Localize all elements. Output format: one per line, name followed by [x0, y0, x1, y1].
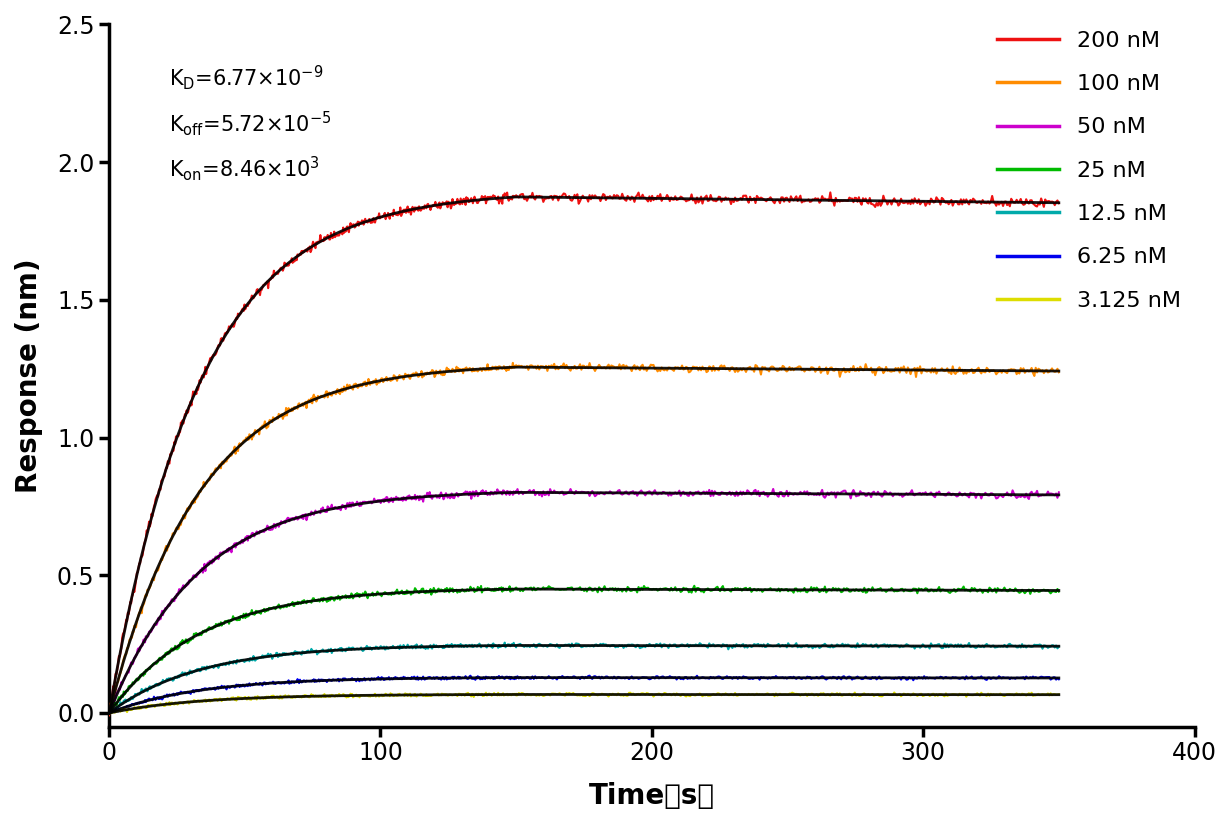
12.5 nM: [750, 639, 765, 649]
3.125 nM: [102, 709, 117, 719]
200 nM: [415, 203, 430, 213]
Text: K$_{\mathregular{D}}$=6.77×10$^{-9}$: K$_{\mathregular{D}}$=6.77×10$^{-9}$: [169, 64, 323, 92]
3.125 nM: [885, 690, 899, 700]
200 nM: [886, 196, 901, 205]
Text: K$_{\mathregular{on}}$=8.46×10$^{3}$: K$_{\mathregular{on}}$=8.46×10$^{3}$: [169, 154, 320, 183]
50 nM: [292, 512, 307, 522]
3.125 nM: [415, 690, 430, 700]
50 nM: [886, 491, 901, 501]
3.125 nM: [181, 699, 196, 709]
6.25 nM: [886, 673, 901, 683]
25 nM: [415, 584, 430, 594]
100 nM: [701, 366, 716, 376]
6.25 nM: [102, 708, 117, 718]
Line: 200 nM: 200 nM: [110, 192, 1058, 715]
100 nM: [292, 401, 307, 411]
200 nM: [699, 191, 713, 200]
50 nM: [1051, 488, 1066, 497]
12.5 nM: [886, 640, 901, 650]
200 nM: [749, 191, 764, 200]
3.125 nM: [699, 690, 713, 700]
100 nM: [886, 365, 901, 375]
12.5 nM: [102, 709, 117, 719]
25 nM: [750, 584, 765, 594]
12.5 nM: [1051, 642, 1066, 652]
200 nM: [1051, 198, 1066, 208]
6.25 nM: [415, 673, 430, 683]
X-axis label: Time（s）: Time（s）: [589, 782, 715, 810]
200 nM: [823, 187, 838, 197]
50 nM: [699, 487, 713, 497]
12.5 nM: [415, 643, 430, 653]
Line: 3.125 nM: 3.125 nM: [110, 692, 1058, 714]
25 nM: [886, 585, 901, 595]
50 nM: [102, 709, 117, 719]
25 nM: [687, 581, 702, 591]
Line: 12.5 nM: 12.5 nM: [110, 643, 1058, 714]
6.25 nM: [181, 687, 196, 697]
50 nM: [181, 576, 196, 586]
Legend: 200 nM, 100 nM, 50 nM, 25 nM, 12.5 nM, 6.25 nM, 3.125 nM: 200 nM, 100 nM, 50 nM, 25 nM, 12.5 nM, 6…: [988, 22, 1190, 320]
100 nM: [415, 372, 430, 382]
Line: 50 nM: 50 nM: [110, 489, 1058, 714]
6.25 nM: [750, 672, 765, 682]
Line: 100 nM: 100 nM: [110, 363, 1058, 712]
200 nM: [292, 248, 307, 258]
6.25 nM: [583, 671, 598, 681]
100 nM: [505, 358, 520, 368]
25 nM: [102, 707, 117, 717]
25 nM: [292, 598, 307, 608]
12.5 nM: [701, 643, 716, 653]
25 nM: [1051, 587, 1066, 596]
200 nM: [102, 710, 117, 720]
3.125 nM: [749, 689, 764, 699]
50 nM: [415, 493, 430, 502]
Line: 25 nM: 25 nM: [110, 586, 1058, 712]
50 nM: [749, 489, 764, 499]
12.5 nM: [292, 648, 307, 658]
200 nM: [181, 401, 196, 411]
Text: K$_{\mathregular{off}}$=5.72×10$^{-5}$: K$_{\mathregular{off}}$=5.72×10$^{-5}$: [169, 109, 331, 138]
3.125 nM: [887, 687, 902, 697]
25 nM: [181, 637, 196, 647]
12.5 nM: [181, 669, 196, 679]
100 nM: [102, 707, 117, 717]
100 nM: [750, 364, 765, 374]
6.25 nM: [1051, 674, 1066, 684]
25 nM: [701, 583, 716, 593]
3.125 nM: [1051, 690, 1066, 700]
Line: 6.25 nM: 6.25 nM: [110, 676, 1058, 713]
100 nM: [181, 502, 196, 512]
3.125 nM: [292, 692, 307, 702]
6.25 nM: [292, 675, 307, 685]
6.25 nM: [701, 673, 716, 683]
50 nM: [766, 484, 781, 494]
12.5 nM: [498, 638, 513, 648]
Y-axis label: Response (nm): Response (nm): [15, 258, 43, 493]
100 nM: [1051, 367, 1066, 377]
